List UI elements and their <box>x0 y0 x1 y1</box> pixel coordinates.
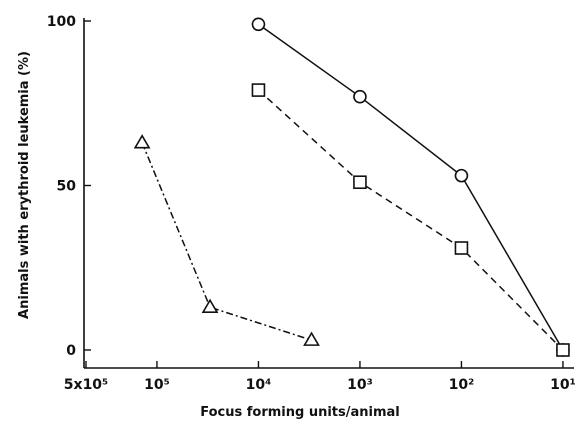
y-tick-label: 50 <box>57 179 77 195</box>
x-tick-label: 10¹ <box>550 377 576 393</box>
series-1-line <box>258 23 564 351</box>
y-axis-title: Animals with erythroid leukemia (%) <box>17 51 32 319</box>
square-marker <box>251 83 266 97</box>
series-2-line <box>257 89 564 351</box>
square-marker <box>353 175 367 190</box>
x-tick-label: 10⁴ <box>246 377 272 393</box>
triangle-marker <box>133 134 151 149</box>
circle-marker <box>251 17 266 32</box>
x-tick-label: 10⁵ <box>144 377 170 393</box>
x-tick-label: 10² <box>449 377 475 393</box>
circle-marker <box>353 89 367 104</box>
x-tick-label: 10³ <box>347 377 373 393</box>
y-tick-label: 100 <box>47 14 76 30</box>
square-marker <box>454 241 469 255</box>
x-axis-title: Focus forming units/animal <box>200 405 400 420</box>
square-marker <box>556 343 570 357</box>
axes: 0 50 100 5x10⁵ 10⁵ 10⁴ 10³ 10² 10¹ <box>47 14 576 393</box>
x-tick-label: 5x10⁵ <box>64 377 108 393</box>
series-3-line <box>141 142 312 341</box>
triangle-marker <box>303 331 320 346</box>
series-layer <box>133 17 570 357</box>
circle-marker <box>454 168 469 183</box>
y-tick-label: 0 <box>66 343 76 359</box>
triangle-marker <box>201 298 219 314</box>
